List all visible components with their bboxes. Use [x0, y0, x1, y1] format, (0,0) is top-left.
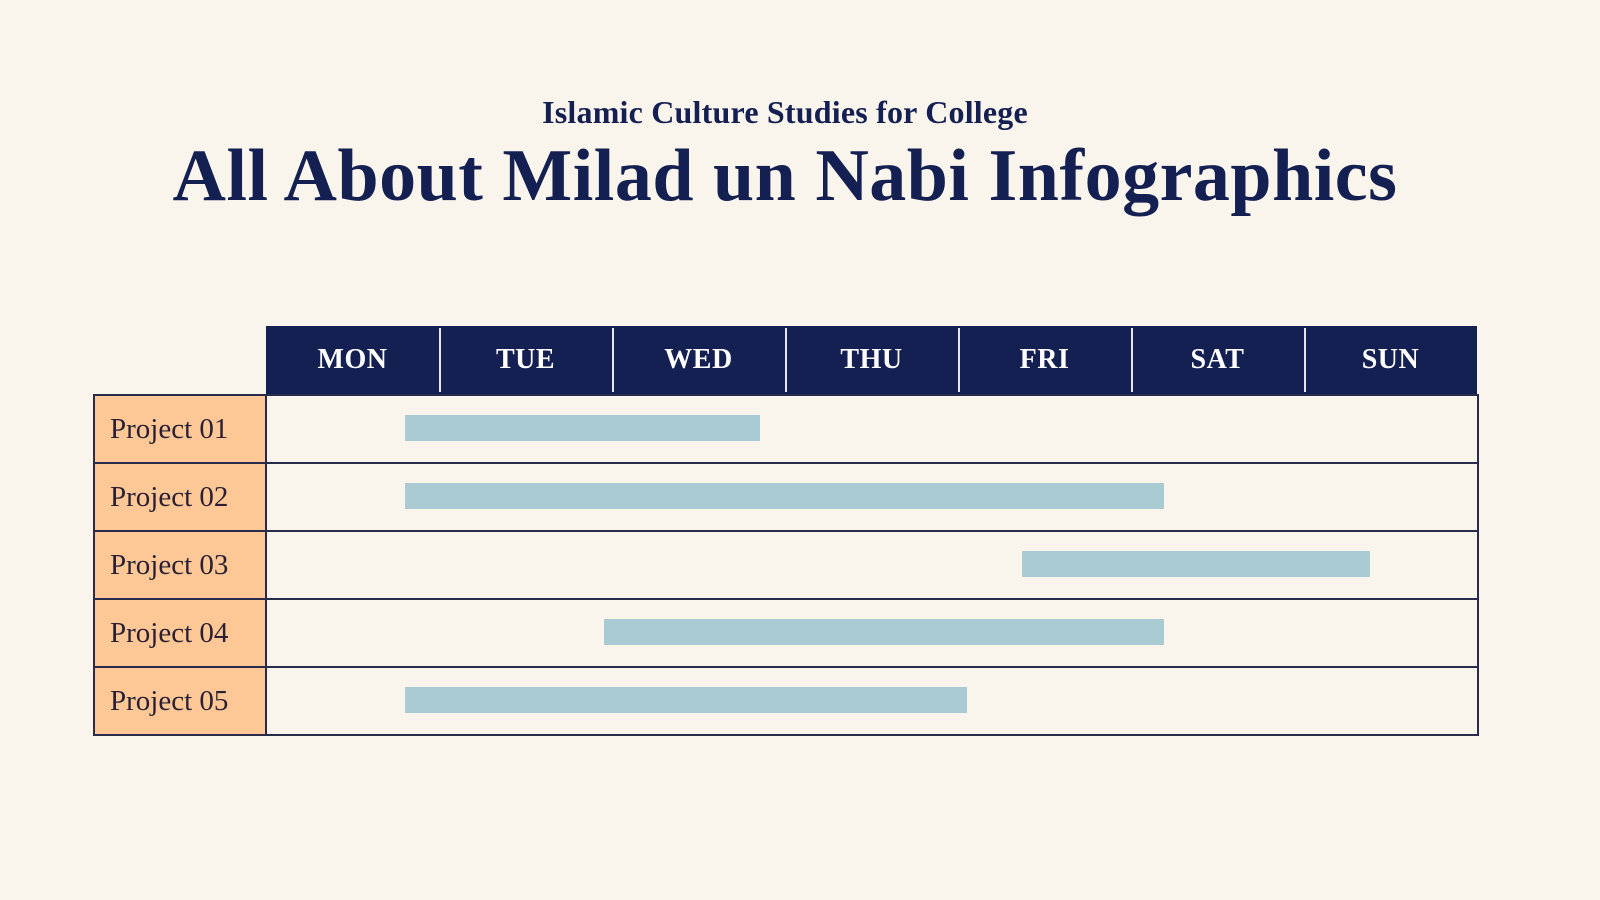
- timeline-track: [267, 464, 1477, 530]
- timeline-track: [267, 668, 1477, 734]
- project-label: Project 02: [95, 464, 267, 530]
- day-tue: TUE: [439, 326, 612, 394]
- day-fri: FRI: [958, 326, 1131, 394]
- day-mon: MON: [317, 344, 388, 375]
- timeline-track: [267, 600, 1477, 666]
- project-row: Project 01: [95, 394, 1477, 462]
- gantt-grid: Project 01 Project 02 Project 03 Project…: [93, 394, 1479, 736]
- project-bar: [1022, 551, 1370, 577]
- timeline-track: [267, 532, 1477, 598]
- project-bar: [405, 415, 760, 441]
- day-wed: WED: [612, 326, 785, 394]
- project-label: Project 05: [95, 668, 267, 734]
- project-label: Project 04: [95, 600, 267, 666]
- project-row: Project 03: [95, 530, 1477, 598]
- project-bar: [604, 619, 1165, 645]
- project-row: Project 04: [95, 598, 1477, 666]
- project-row: Project 05: [95, 666, 1477, 734]
- day-sun: SUN: [1304, 326, 1477, 394]
- project-label: Project 03: [95, 532, 267, 598]
- day-header: MON TUE WED THU FRI SAT SUN: [266, 326, 1477, 394]
- project-row: Project 02: [95, 462, 1477, 530]
- page-title: All About Milad un Nabi Infographics: [172, 135, 1398, 217]
- subtitle: Islamic Culture Studies for College: [542, 94, 1028, 130]
- project-bar: [405, 483, 1165, 509]
- day-sat: SAT: [1131, 326, 1304, 394]
- project-label: Project 01: [95, 396, 267, 462]
- project-bar: [405, 687, 968, 713]
- day-thu: THU: [785, 326, 958, 394]
- timeline-track: [267, 396, 1477, 462]
